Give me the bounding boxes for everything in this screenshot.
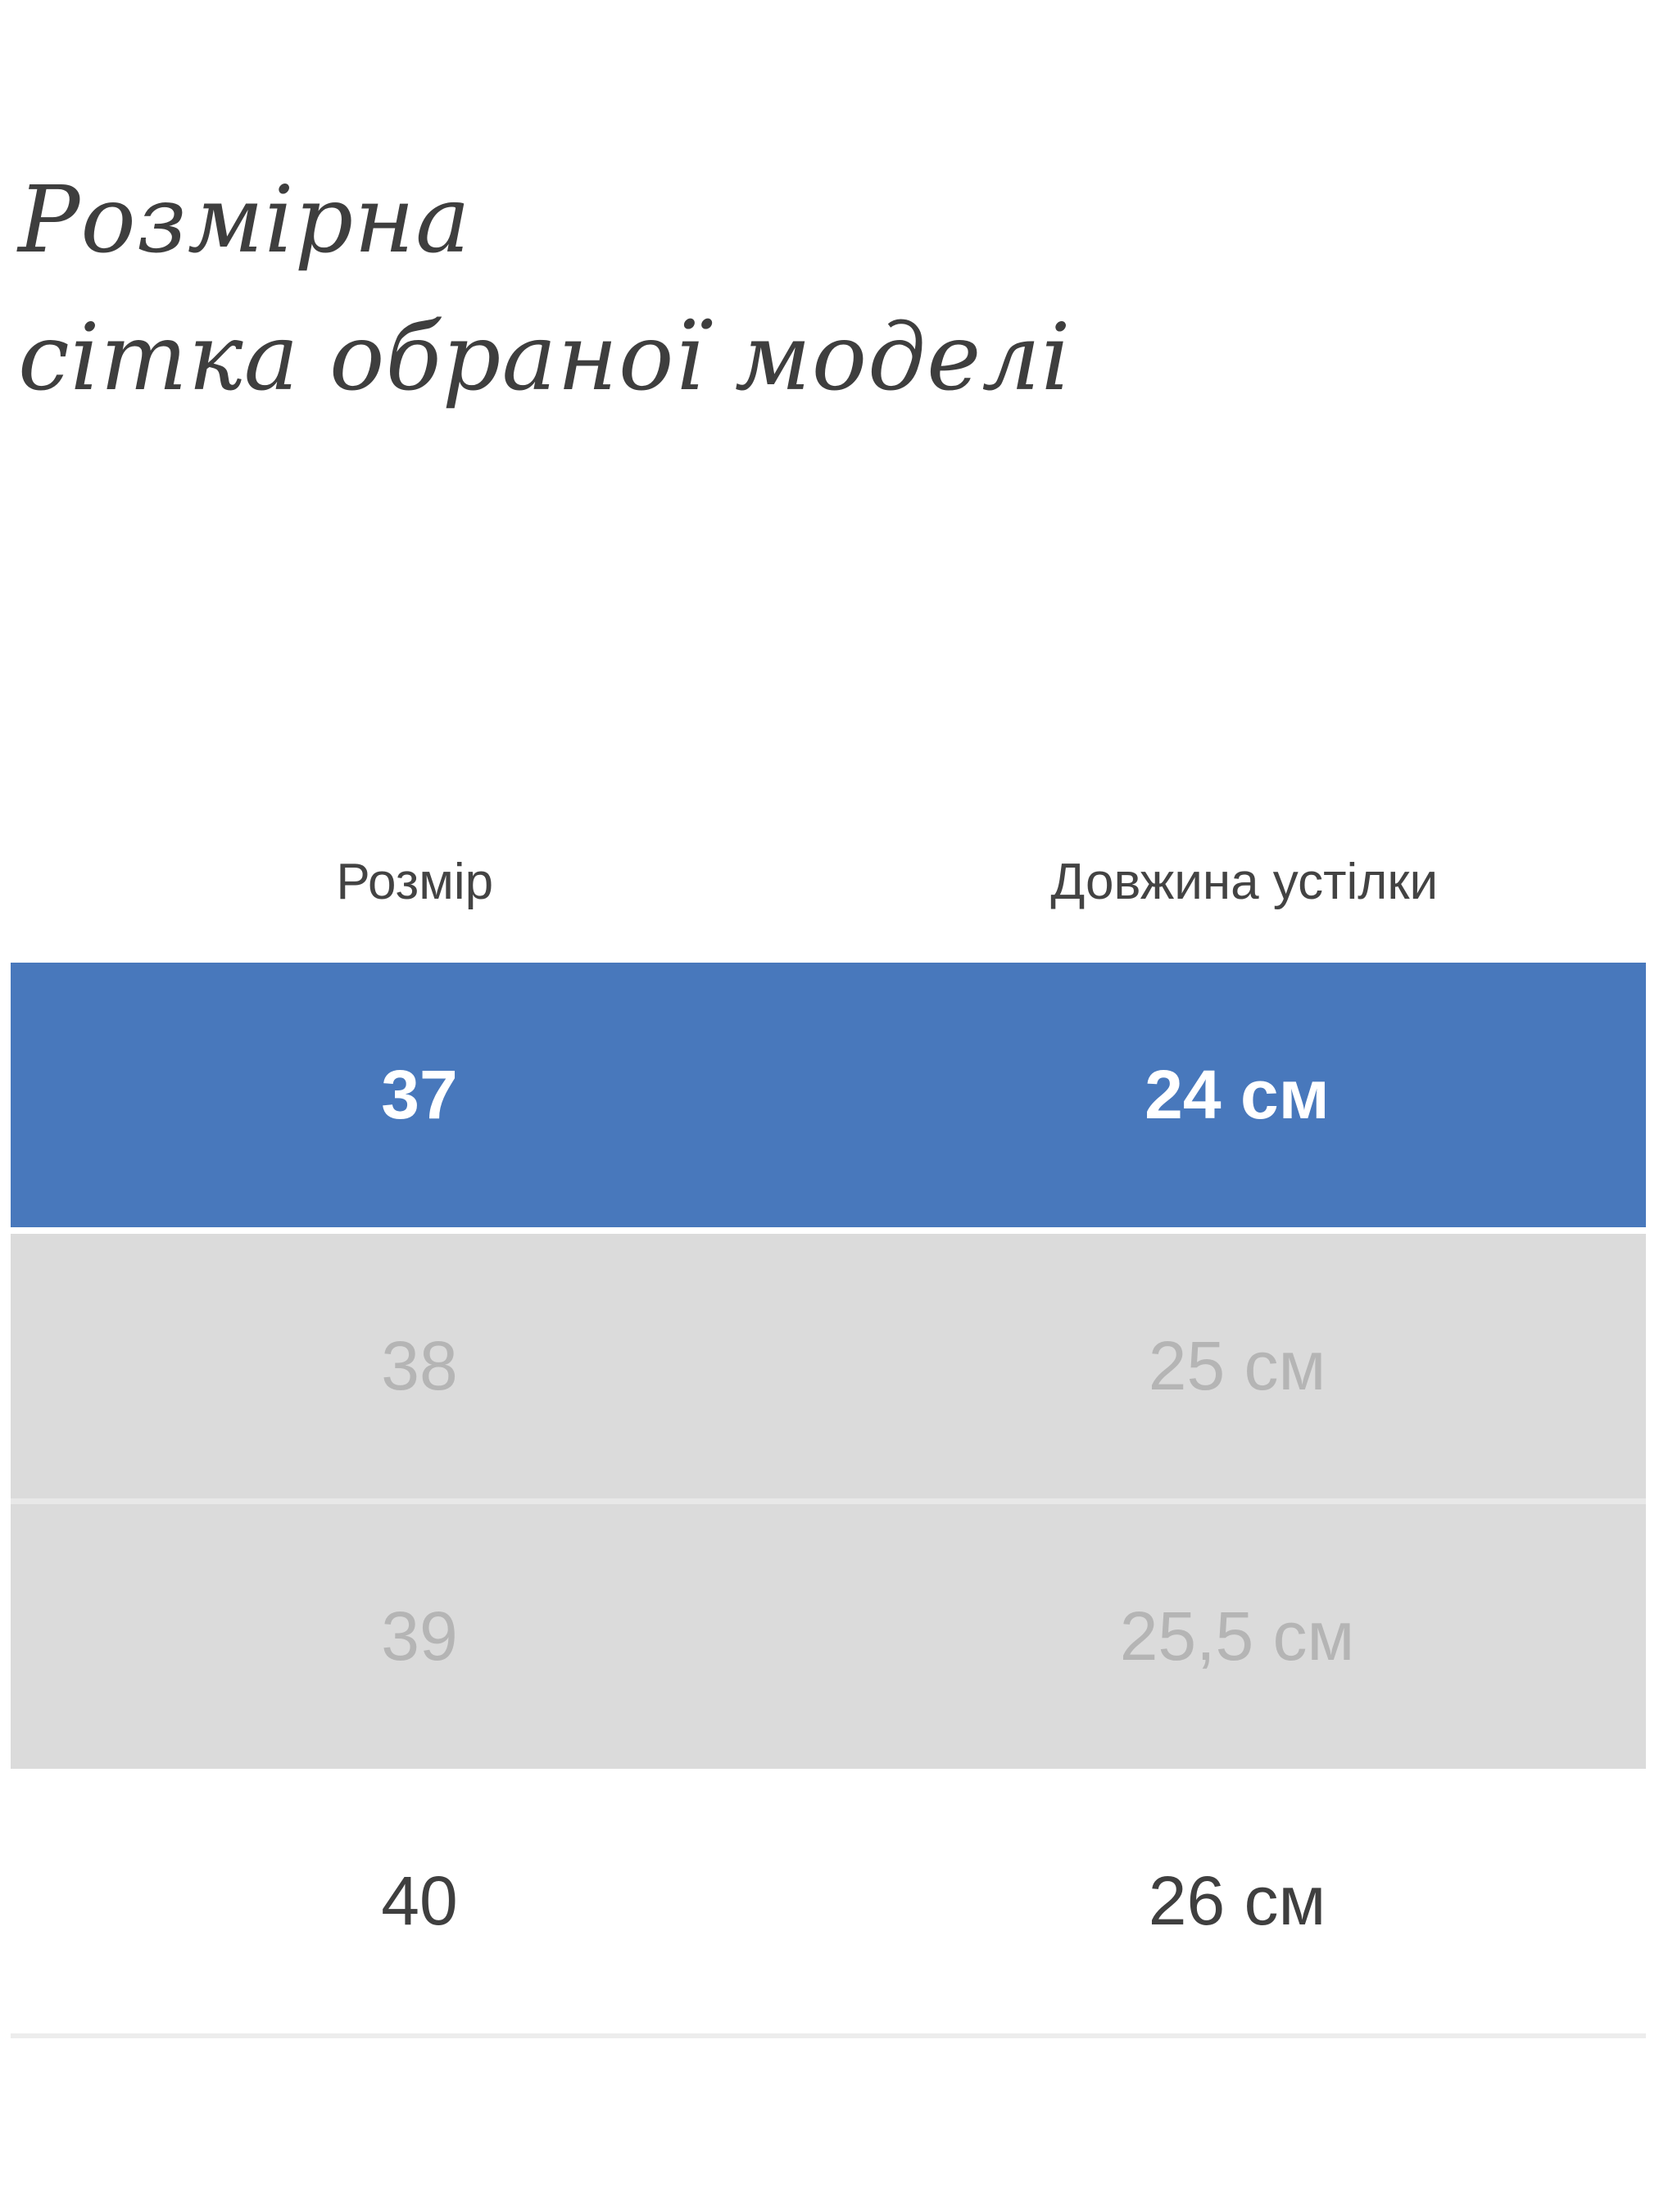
column-header-insole-length: Довжина устілки xyxy=(1050,854,1439,910)
size-cell: 40 xyxy=(381,1862,458,1939)
size-table-header: Розмір Довжина устілки xyxy=(0,853,1659,912)
size-row-39[interactable]: 39 25,5 см xyxy=(11,1498,1646,1769)
size-cell: 38 xyxy=(381,1327,458,1404)
page-title: Розмірна сітка обраної моделі xyxy=(0,0,1659,427)
size-row-37[interactable]: 37 24 см xyxy=(11,963,1646,1227)
page-title-line-2: сітка обраної моделі xyxy=(18,305,1072,411)
size-row-40[interactable]: 40 26 см xyxy=(11,1769,1646,2038)
insole-length-cell: 25,5 см xyxy=(1119,1598,1355,1675)
size-cell: 39 xyxy=(381,1598,458,1675)
insole-length-cell: 25 см xyxy=(1148,1327,1326,1404)
insole-length-cell: 24 см xyxy=(1145,1056,1330,1133)
column-header-size: Розмір xyxy=(336,854,494,910)
size-cell: 37 xyxy=(381,1056,458,1133)
page-title-line-1: Розмірна xyxy=(18,167,471,274)
size-row-38[interactable]: 38 25 см xyxy=(11,1234,1646,1498)
size-table-body: 37 24 см 38 25 см 39 25,5 см 40 26 см xyxy=(11,963,1646,2038)
insole-length-cell: 26 см xyxy=(1148,1862,1326,1939)
